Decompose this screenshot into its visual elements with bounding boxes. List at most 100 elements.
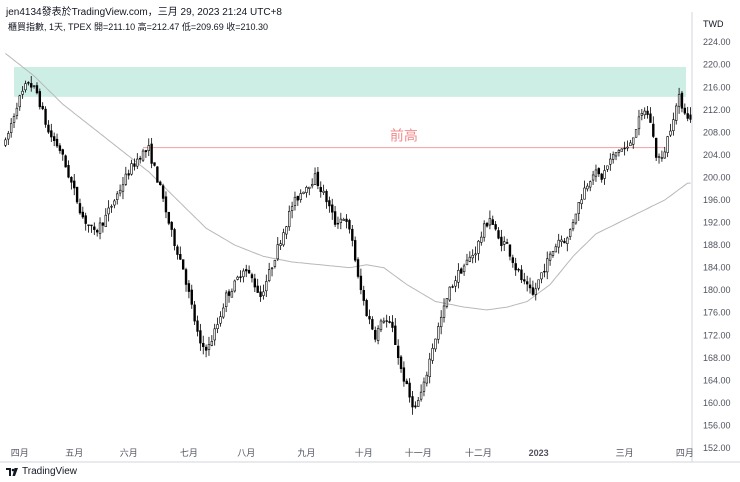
candle-body	[477, 240, 480, 254]
y-tick-label: 220.00	[703, 60, 731, 70]
candle-body	[643, 110, 646, 116]
candle	[408, 378, 411, 403]
candle	[351, 225, 354, 247]
candle-body	[153, 162, 156, 166]
candle	[58, 143, 62, 154]
candle	[405, 378, 408, 385]
candle-body	[299, 193, 302, 200]
candle-body	[686, 113, 689, 119]
candle	[597, 167, 601, 177]
candle-body	[290, 206, 294, 211]
y-tick-label: 184.00	[703, 263, 731, 273]
candle	[113, 199, 116, 209]
candle-body	[500, 236, 503, 246]
candle-body	[310, 184, 314, 187]
candle-body	[614, 152, 618, 157]
candle-body	[256, 285, 259, 293]
candle-body	[285, 226, 288, 235]
candle-body	[342, 219, 345, 221]
candle-body	[245, 269, 248, 272]
candle	[537, 279, 540, 291]
candle	[121, 177, 125, 200]
candle-body	[652, 123, 655, 137]
candle	[299, 189, 302, 203]
candle-body	[474, 253, 477, 256]
y-tick-label: 172.00	[703, 330, 731, 340]
candle-body	[207, 344, 211, 350]
candle-body	[55, 138, 59, 147]
candle	[159, 180, 162, 186]
candle	[98, 217, 102, 240]
candle-body	[568, 229, 572, 237]
candle	[61, 148, 64, 161]
candle	[523, 272, 526, 285]
candle-body	[531, 287, 535, 295]
candle	[193, 300, 196, 325]
candle	[460, 267, 463, 274]
candle-body	[61, 149, 64, 155]
candle-body	[654, 137, 658, 158]
candle-body	[637, 116, 641, 130]
x-tick-label: 十一月	[405, 447, 432, 458]
candle	[116, 191, 119, 205]
candle-body	[336, 222, 340, 225]
candle	[262, 284, 265, 300]
candle	[331, 198, 334, 220]
x-tick-label: 七月	[180, 448, 198, 458]
candle	[233, 279, 236, 293]
candle	[480, 231, 483, 246]
candle	[4, 137, 7, 147]
candle	[580, 194, 583, 210]
candle-body	[282, 232, 285, 246]
candle-body	[497, 230, 500, 239]
candle	[571, 219, 575, 232]
candle	[445, 298, 449, 309]
candle-body	[511, 257, 515, 263]
candle-body	[213, 328, 216, 341]
candle	[422, 377, 426, 397]
candle-body	[305, 187, 308, 193]
candle	[620, 148, 623, 152]
candle-body	[159, 181, 162, 186]
y-tick-label: 204.00	[703, 150, 731, 160]
candle-body	[396, 345, 400, 358]
candle-body	[18, 95, 21, 108]
candle	[110, 204, 113, 213]
candle-body	[150, 143, 153, 164]
candle-body	[253, 278, 257, 288]
candle-body	[44, 108, 47, 125]
candle-body	[127, 173, 130, 176]
candle-body	[437, 326, 440, 340]
candle-body	[543, 270, 546, 273]
currency-label: TWD	[703, 19, 724, 29]
candle	[153, 162, 156, 167]
candle	[482, 220, 486, 242]
candle	[345, 214, 348, 229]
x-tick-label: 九月	[297, 448, 315, 458]
candle-body	[164, 196, 168, 213]
candle-body	[302, 191, 305, 194]
candle-body	[525, 281, 529, 285]
candle	[196, 315, 199, 337]
candle	[339, 212, 343, 230]
candle-body	[451, 286, 454, 288]
candle-body	[551, 251, 555, 256]
candle-body	[136, 158, 139, 167]
candle-body	[689, 114, 692, 120]
candle	[147, 138, 150, 157]
y-tick-label: 160.00	[703, 398, 731, 408]
candle-body	[534, 288, 537, 295]
tradingview-brand[interactable]: TradingView	[6, 466, 77, 477]
moving-average-layer	[5, 53, 691, 311]
y-tick-label: 212.00	[703, 105, 731, 115]
x-tick-label: 八月	[237, 448, 255, 458]
candle-body	[24, 83, 27, 91]
candle	[127, 169, 130, 180]
candle	[503, 236, 506, 251]
candle	[181, 259, 185, 270]
candle-body	[371, 319, 374, 330]
candle	[35, 82, 39, 95]
candle	[176, 244, 179, 260]
candle-body	[233, 280, 236, 292]
